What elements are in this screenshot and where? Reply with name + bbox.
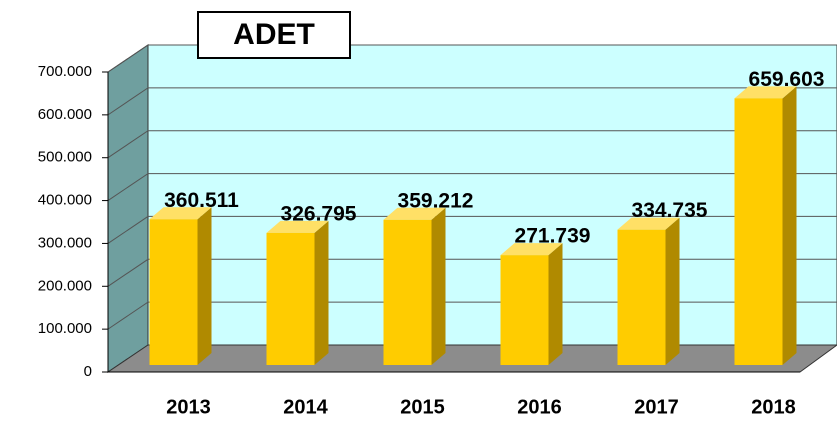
side-wall [107,44,149,373]
bar-side [314,220,329,365]
title-box [197,11,351,59]
grid-line [107,258,837,287]
bar-top [617,217,680,230]
y-tick-label: 500.000 [38,149,92,166]
bar-side [197,207,212,365]
back-wall [147,44,837,346]
x-tick-label: 2015 [400,396,445,418]
grid-line [107,130,837,159]
chart-title: ADET [233,18,315,51]
x-tick-label: 2018 [751,396,796,418]
data-label: 271.739 [515,225,591,248]
bar [383,207,446,365]
x-tick-label: 2013 [166,396,211,418]
bar-side [665,217,680,365]
grid-line [107,44,837,73]
grid-line [107,215,837,244]
bar-front [734,98,783,365]
y-tick-label: 200.000 [38,277,92,294]
bars [149,86,797,365]
data-label: 326.795 [281,202,357,225]
floor [106,344,837,373]
y-tick-label: 300.000 [38,234,92,251]
grid-line [107,301,837,330]
bar-top [383,207,446,220]
bar-front [617,229,666,365]
x-tick-label: 2017 [634,396,679,418]
y-tick-label: 100.000 [38,320,92,337]
data-label: 659.603 [749,68,825,91]
bar-side [431,207,446,365]
bar [617,217,680,365]
x-tick-label: 2016 [517,396,562,418]
bar [734,86,797,365]
bar-front [383,219,432,365]
bar-side [782,86,797,365]
bar-top [500,243,563,256]
data-label: 359.212 [398,189,474,212]
grid-line [107,173,837,201]
grid [107,44,837,330]
bar [149,207,212,365]
bar-top [149,207,212,220]
bar-front [266,232,315,365]
bar [500,243,563,365]
bar-top [266,220,329,233]
bar-side [548,243,563,365]
bar [266,220,329,365]
grid-line [107,87,837,116]
y-tick-label: 0 [84,363,92,380]
x-tick-label: 2014 [283,396,328,418]
y-tick-label: 700.000 [38,63,92,80]
bar-top [734,86,797,99]
data-label: 334.735 [632,199,708,222]
y-tick-label: 400.000 [38,192,92,209]
bar-front [500,255,549,365]
bar-front [149,219,198,365]
y-tick-label: 600.000 [38,106,92,123]
data-label: 360.511 [164,189,239,212]
